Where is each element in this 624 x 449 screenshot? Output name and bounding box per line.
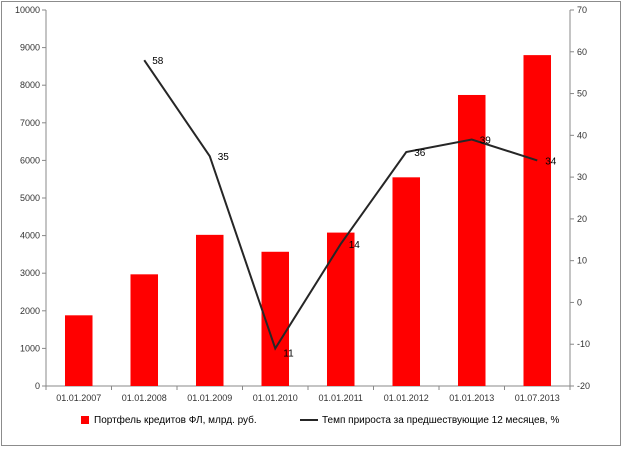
series-line — [143, 59, 538, 351]
x-tick-label: 01.01.2013 — [449, 393, 494, 403]
y-right-tick-label: 30 — [577, 172, 587, 182]
data-labels: 58 35 11 14 36 39 34 — [152, 56, 557, 359]
y-left-tick-label: 9000 — [20, 43, 40, 53]
y-right-tick-label: 40 — [577, 130, 587, 140]
legend-swatch-bar — [81, 416, 89, 424]
line-series — [143, 59, 538, 351]
y-right-tick-label: 10 — [577, 256, 587, 266]
bar — [326, 232, 355, 386]
data-label: 11 — [283, 348, 294, 359]
y-left-tick-label: 5000 — [20, 193, 40, 203]
y-right-tick-label: 70 — [577, 5, 587, 15]
y-left-tick-label: 0 — [35, 381, 40, 391]
data-label: 39 — [480, 136, 492, 147]
x-tick-label: 01.01.2011 — [319, 393, 363, 403]
y-right-tick-label: 60 — [577, 47, 587, 57]
legend-label-line: Темп прироста за предшествующие 12 месяц… — [322, 415, 559, 426]
y-right-tick-label: -10 — [577, 339, 590, 349]
y-left-tick-label: 6000 — [20, 155, 40, 165]
y-left-tick-label: 8000 — [20, 80, 40, 90]
legend: Портфель кредитов ФЛ, млрд. руб. Темп при… — [81, 414, 559, 426]
data-label: 58 — [152, 56, 164, 67]
y-right-tick-label: -20 — [577, 381, 590, 391]
y-left-tick-label: 1000 — [20, 343, 40, 353]
y-left-tick-label: 2000 — [20, 306, 40, 316]
x-tick-label: 01.01.2007 — [56, 393, 101, 403]
bar-series — [64, 55, 552, 387]
bar — [195, 234, 224, 386]
bar — [130, 274, 159, 386]
x-tick-label: 01.01.2010 — [253, 393, 298, 403]
y-left-tick-label: 3000 — [20, 268, 40, 278]
data-label: 36 — [414, 148, 426, 159]
data-label: 14 — [349, 240, 361, 251]
bar — [64, 315, 93, 386]
x-tick-label: 01.01.2012 — [384, 393, 429, 403]
y-right-tick-label: 20 — [577, 214, 587, 224]
y-right-tick-label: 0 — [577, 297, 582, 307]
bar — [392, 177, 421, 386]
data-label: 35 — [218, 152, 230, 163]
y-left-tick-label: 4000 — [20, 231, 40, 241]
x-tick-label: 01.01.2009 — [187, 393, 232, 403]
y-right-tick-label: 50 — [577, 89, 587, 99]
data-label: 34 — [545, 156, 557, 167]
y-left-tick-label: 10000 — [15, 5, 40, 15]
axes: 0100020003000400050006000700080009000100… — [15, 5, 590, 403]
x-tick-label: 01.01.2008 — [122, 393, 167, 403]
x-tick-label: 01.07.2013 — [515, 393, 560, 403]
bar — [523, 55, 552, 387]
legend-label-bar: Портфель кредитов ФЛ, млрд. руб. — [94, 414, 257, 426]
y-left-tick-label: 7000 — [20, 118, 40, 128]
